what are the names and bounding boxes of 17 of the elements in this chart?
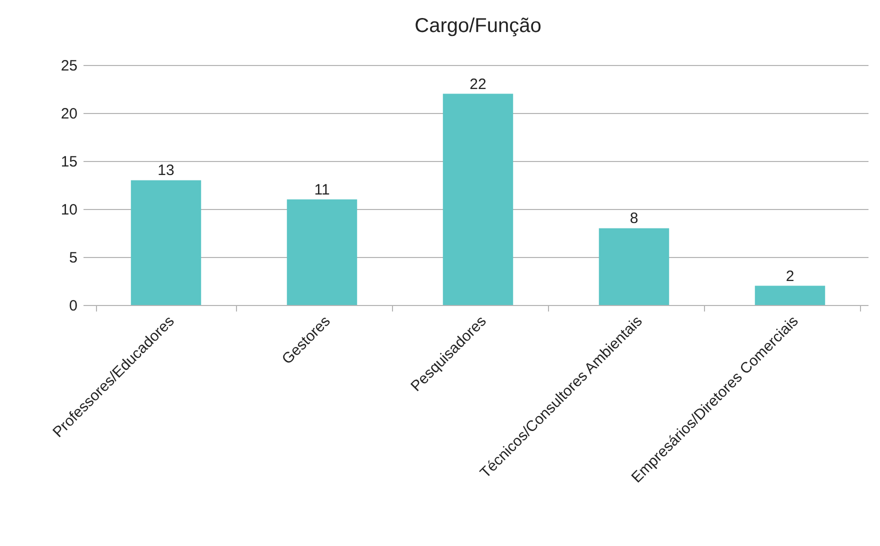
data-label: 8 (630, 210, 638, 228)
data-label: 11 (314, 181, 330, 198)
y-tick-label: 20 (60, 106, 78, 122)
y-tick-label: 0 (69, 298, 78, 314)
y-tick-label: 5 (69, 250, 78, 266)
bar (130, 180, 202, 305)
bar (598, 228, 670, 305)
bar (754, 286, 826, 305)
bar (286, 199, 358, 305)
data-label: 13 (158, 162, 174, 180)
chart-title: Cargo/Função (414, 15, 542, 37)
y-tick-label: 25 (60, 58, 78, 74)
y-tick-label: 15 (60, 154, 78, 170)
data-label: 22 (470, 76, 486, 93)
y-tick-label: 10 (60, 202, 78, 218)
data-label: 2 (786, 268, 794, 285)
bar (442, 94, 514, 305)
